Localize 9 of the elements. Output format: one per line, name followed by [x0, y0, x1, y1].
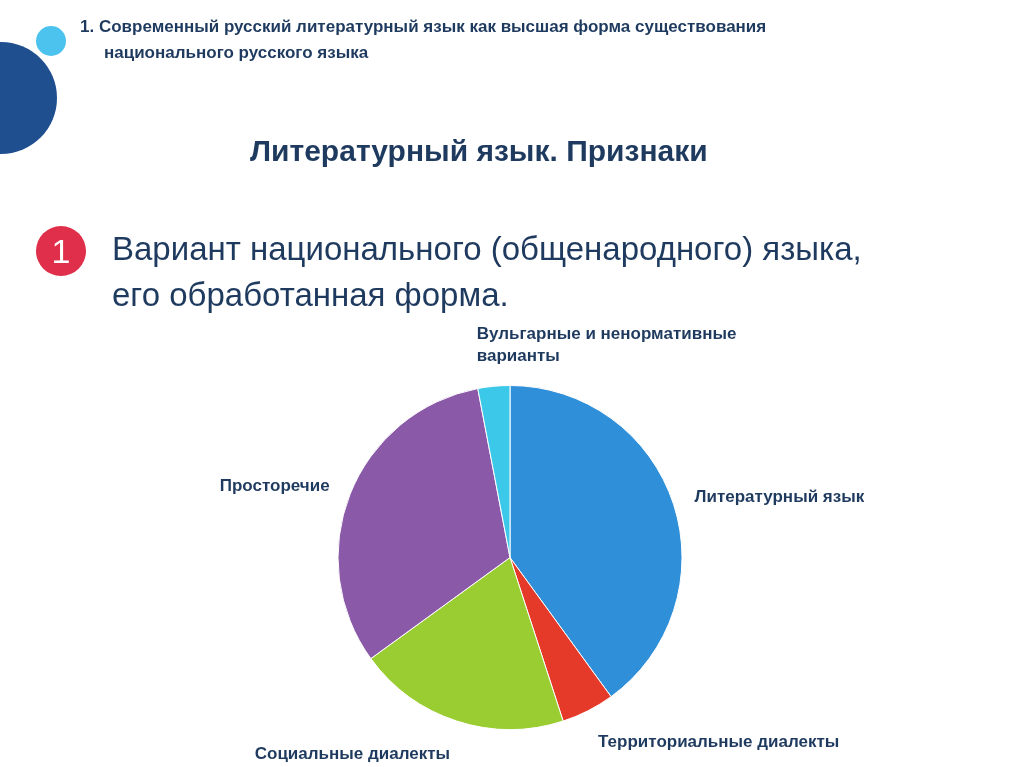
slice-label: Просторечие	[219, 475, 330, 495]
slice-label: Вульгарные и ненормативные варианты	[476, 324, 737, 366]
text: 1. Современный русский литературный язык как высшая форма существования национального русского языка	[80, 16, 768, 64]
slice-label: Социальные диалекты	[254, 743, 451, 763]
slice-label: Территориальные диалекты	[598, 732, 840, 752]
slice-label: Литературный язык	[694, 487, 865, 507]
chart-title: Литературный язык. Признаки	[250, 134, 708, 168]
text: 1	[36, 226, 86, 276]
chart-subtitle: Вариант национального (общенародного) языка, его обработанная форма.	[112, 229, 863, 315]
